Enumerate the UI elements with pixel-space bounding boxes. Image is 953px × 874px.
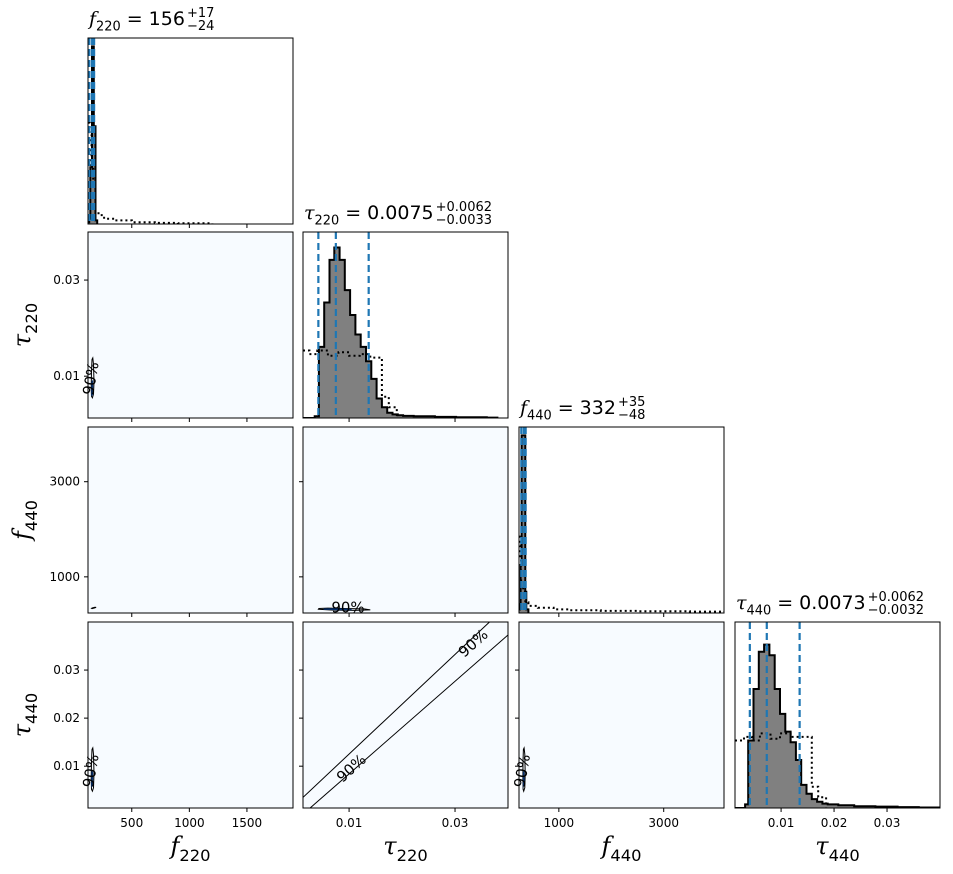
y-axis-label: τ440: [8, 693, 41, 737]
density-background: [88, 427, 293, 613]
y-tick-label: 1000: [49, 570, 80, 584]
title-upper-error: +35: [618, 395, 645, 410]
panel-0-0: [88, 38, 214, 224]
title-upper-error: +0.0062: [436, 200, 492, 215]
prior-step: [88, 121, 214, 224]
title-lower-error: −0.0033: [436, 213, 492, 228]
panel-title: τ220 = 0.0075: [304, 202, 434, 229]
title-lower-error: −48: [618, 408, 645, 423]
panel-frame: [302, 426, 509, 614]
contour-line: [303, 622, 490, 798]
panel-frame: [518, 426, 725, 614]
y-axis-label: f440: [8, 500, 41, 542]
panel-2-2: [519, 427, 724, 613]
contour-line: [309, 634, 508, 808]
panel-frame: [87, 621, 294, 809]
y-tick-label: 0.02: [53, 711, 80, 725]
density-background: [303, 622, 508, 808]
y-tick-label: 0.01: [53, 759, 80, 773]
posterior-fill: [303, 247, 498, 418]
y-tick-label: 0.03: [53, 663, 80, 677]
x-axis-label: f220: [168, 832, 210, 865]
title-upper-error: +17: [187, 6, 214, 21]
panel-3-1: [303, 622, 508, 808]
panel-frame: [518, 621, 725, 809]
x-tick-label: 1000: [174, 816, 205, 830]
panel-title: f220 = 156: [87, 8, 185, 35]
panel-3-3: [735, 622, 940, 808]
title-upper-error: +0.0062: [868, 590, 924, 605]
x-tick-label: 500: [120, 816, 143, 830]
x-tick-label: 1500: [232, 816, 263, 830]
x-tick-label: 3000: [648, 816, 679, 830]
y-tick-label: 0.03: [53, 273, 80, 287]
contour-label: 90%: [511, 753, 535, 789]
x-tick-label: 0.03: [874, 816, 901, 830]
contour-line: [90, 606, 97, 610]
posterior-fill: [735, 644, 940, 808]
title-lower-error: −0.0032: [868, 603, 924, 618]
posterior-step: [735, 643, 940, 808]
density-background: [519, 622, 724, 808]
x-tick-label: 0.02: [821, 816, 848, 830]
panel-1-0: [88, 232, 293, 418]
panel-frame: [302, 621, 509, 809]
density-background: [303, 427, 508, 613]
x-tick-label: 0.01: [768, 816, 795, 830]
prior-step: [303, 349, 398, 418]
density-background: [88, 622, 293, 808]
y-axis-label: τ220: [8, 303, 41, 347]
panel-title: f440 = 332: [518, 397, 616, 424]
panel-title: τ440 = 0.0073: [736, 592, 866, 619]
panel-3-2: [519, 622, 724, 808]
x-axis-label: f440: [599, 832, 641, 865]
prior-step: [519, 535, 724, 613]
panel-frame: [87, 426, 294, 614]
contour-label: 90%: [331, 599, 364, 617]
y-tick-label: 3000: [49, 475, 80, 489]
prior-step: [735, 732, 828, 808]
posterior-step: [303, 246, 499, 418]
x-tick-label: 0.01: [336, 816, 363, 830]
panel-frame: [302, 231, 509, 419]
contour-line: [323, 608, 352, 611]
x-tick-label: 1000: [544, 816, 575, 830]
panel-frame: [87, 231, 294, 419]
panel-2-0: [88, 427, 293, 613]
contour-line: [522, 771, 525, 788]
contour-line: [91, 379, 94, 397]
density-background: [88, 232, 293, 418]
contour-label: 90%: [79, 361, 103, 397]
contour-label: 90%: [79, 753, 103, 789]
y-tick-label: 0.01: [53, 369, 80, 383]
title-lower-error: −24: [187, 19, 214, 34]
panel-2-1: [303, 427, 508, 613]
panel-frame: [734, 621, 941, 809]
panel-1-1: [303, 232, 499, 418]
contour-line: [91, 771, 94, 788]
panel-3-0: [88, 622, 293, 808]
x-tick-label: 0.03: [442, 816, 469, 830]
x-axis-label: τ220: [383, 832, 427, 865]
x-axis-label: τ440: [815, 832, 859, 865]
panel-frame: [87, 37, 294, 225]
